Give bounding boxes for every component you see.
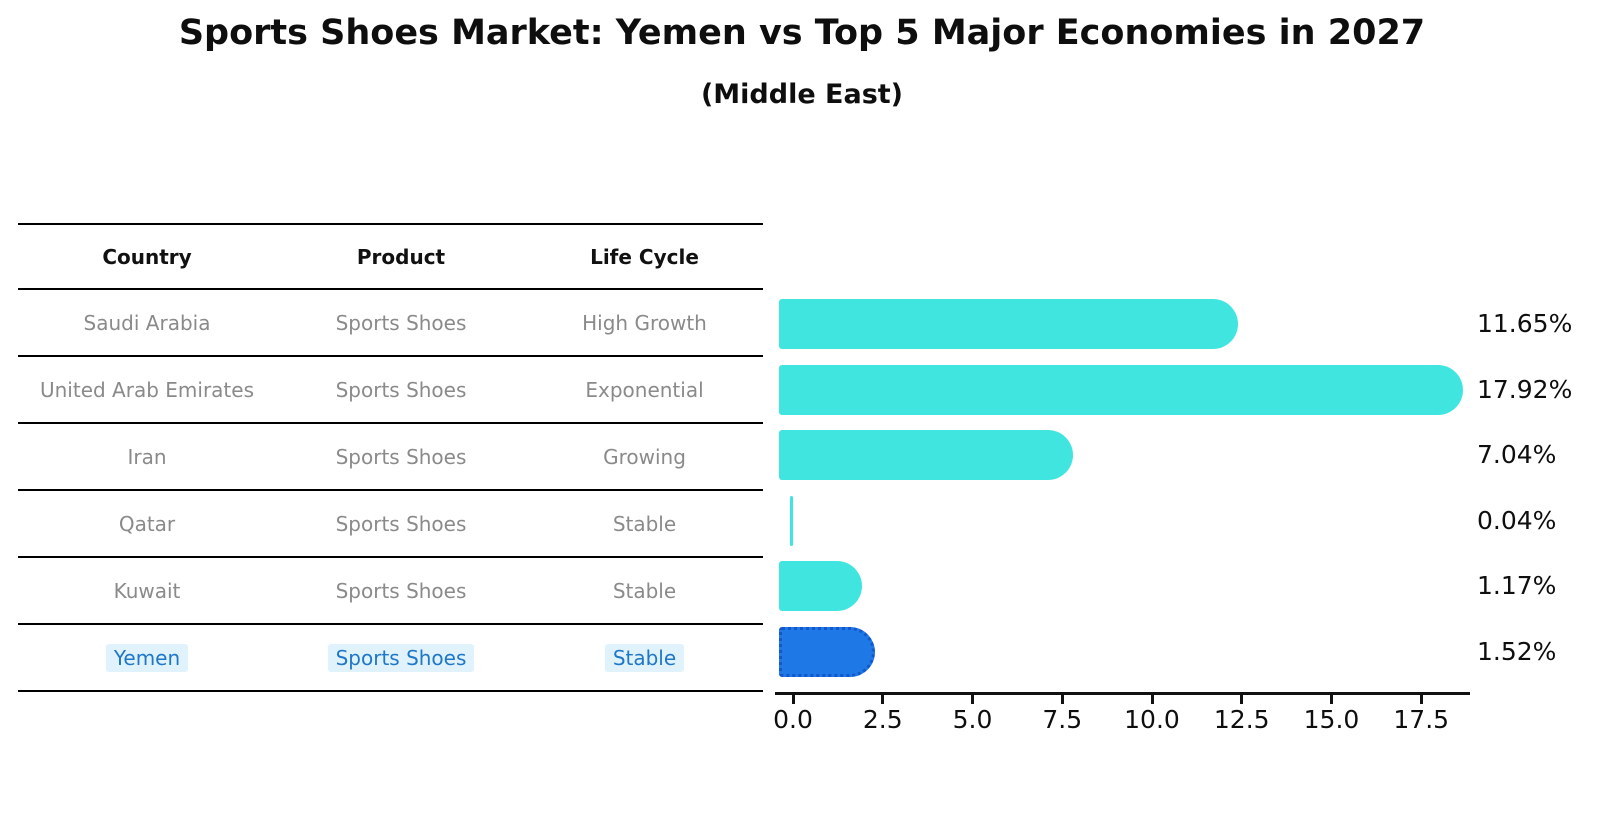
cell-text: Exponential [585,377,704,402]
cell-text: Sports Shoes [335,377,467,402]
bar-united-arab-emirates [779,364,1464,415]
column-header-country: Country [102,244,192,269]
cell-text: Yemen [105,643,189,672]
cell-text: Growing [603,444,686,469]
x-axis-tick-label: 12.5 [1213,705,1270,734]
cell-text: High Growth [582,310,707,335]
x-axis-tick [1240,695,1244,704]
chart-subtitle: (Middle East) [700,79,904,110]
cell-text: Sports Shoes [335,511,467,536]
x-axis-tick-label: 5.0 [952,705,993,734]
bar-value-label: 11.65% [1477,309,1573,338]
x-axis-tick [791,695,795,704]
cell-life_cycle: Stable [526,510,763,538]
cell-life_cycle: Stable [526,577,763,605]
x-axis-tick [1330,695,1333,704]
cell-text: Stable [612,511,677,536]
bar-yemen [779,627,875,677]
bar-value-label: 1.17% [1477,571,1557,601]
x-axis-tick-label: 17.5 [1393,705,1450,734]
cell-text: Kuwait [113,578,181,603]
cell-life_cycle: Growing [526,443,763,471]
bar-value-label: 1.52% [1477,637,1557,666]
x-axis-tick-label: 7.5 [1042,705,1083,734]
x-axis-tick [971,695,974,704]
table-header-row: Country Product Life Cycle [18,225,763,290]
bar-value-label: 0.04% [1477,505,1557,535]
table-row-kuwait: Kuwait Sports Shoes Stable [18,558,763,625]
chart-title: Sports Shoes Market: Yemen vs Top 5 Majo… [178,13,1426,53]
cell-text: Sports Shoes [335,578,467,603]
bar-value-label: 7.04% [1477,440,1557,470]
bar-saudi-arabia [779,299,1239,349]
column-header-product: Product [356,244,446,269]
cell-text: Sports Shoes [327,643,475,672]
cell-product: Sports Shoes [276,577,526,605]
table-row-iran: Iran Sports Shoes Growing [18,424,763,491]
cell-text: Qatar [118,511,176,536]
cell-text: Sports Shoes [335,444,467,469]
cell-product: Sports Shoes [276,376,526,404]
x-axis-tick [1419,695,1423,704]
cell-text: Stable [604,643,685,672]
x-axis-tick [1060,695,1064,704]
table-row-qatar: Qatar Sports Shoes Stable [18,491,763,558]
cell-product: Sports Shoes [276,443,526,471]
cell-country: Qatar [18,510,276,538]
x-axis-line [775,692,1470,695]
table-row-united-arab-emirates: United Arab Emirates Sports Shoes Exponent… [18,357,763,424]
x-axis-tick-label: 2.5 [862,705,903,734]
x-axis-tick [881,695,885,704]
cell-country: Yemen [18,643,276,672]
cell-country: Saudi Arabia [18,309,276,337]
table-row-saudi-arabia: Saudi Arabia Sports Shoes High Growth [18,290,763,357]
cell-country: United Arab Emirates [18,376,276,404]
cell-text: Stable [612,578,677,603]
cell-product: Sports Shoes [276,510,526,538]
comparison-table: Country Product Life Cycle Saudi Arabia Spo… [18,223,763,692]
x-axis-tick [1150,695,1154,704]
cell-life_cycle: High Growth [526,309,763,337]
column-header-life-cycle: Life Cycle [590,244,699,269]
cell-country: Kuwait [18,577,276,605]
cell-text: Saudi Arabia [83,310,211,335]
cell-text: United Arab Emirates [39,377,254,402]
cell-product: Sports Shoes [276,643,526,672]
bar-value-label: 17.92% [1477,374,1573,404]
cell-product: Sports Shoes [276,309,526,337]
cell-life_cycle: Stable [526,643,763,672]
cell-country: Iran [18,443,276,471]
x-axis-tick-label: 10.0 [1124,705,1180,734]
cell-text: Iran [127,444,167,469]
bar-qatar [790,495,793,546]
table-row-yemen: Yemen Sports Shoes Stable [18,625,763,692]
bar-iran [779,430,1073,481]
x-axis-tick-label: 0.0 [773,705,813,734]
cell-life_cycle: Exponential [526,376,763,404]
cell-text: Sports Shoes [335,310,467,335]
x-axis-tick-label: 15.0 [1303,705,1360,734]
bar-kuwait [779,561,862,612]
